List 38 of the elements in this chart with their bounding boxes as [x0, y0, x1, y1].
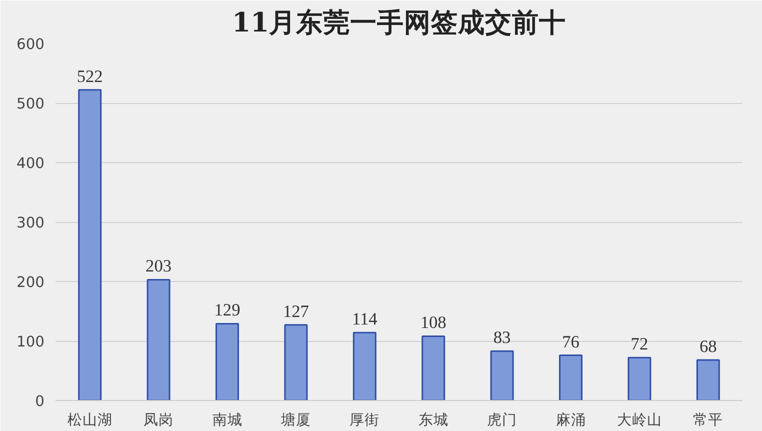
bar: [216, 322, 239, 400]
x-tick-label: 虎门: [487, 412, 518, 428]
y-tick-label: 300: [16, 214, 45, 232]
chart-title: 11月东莞一手网签成交前十: [232, 8, 566, 38]
bar: [352, 332, 376, 400]
y-tick-label: 200: [16, 274, 45, 291]
x-tick-label: 松山湖: [67, 412, 112, 428]
bar: [696, 359, 720, 400]
bar: [146, 278, 170, 400]
x-tick-label: 麻涌: [556, 412, 586, 428]
data-label: 83: [493, 328, 511, 348]
bar: [490, 350, 514, 400]
x-tick-label: 常平: [693, 412, 724, 428]
y-tick-label: 600: [16, 36, 45, 53]
data-label: 108: [420, 313, 446, 332]
y-tick-label: 0: [35, 393, 45, 410]
x-tick-label: 南城: [212, 412, 242, 428]
data-label: 114: [352, 310, 378, 329]
data-label: 72: [630, 334, 648, 354]
y-tick-label: 400: [16, 155, 45, 172]
x-tick-label: 东城: [418, 412, 448, 428]
x-tick-label: 厚街: [350, 412, 380, 428]
bar: [78, 89, 102, 400]
data-label: 68: [699, 337, 717, 356]
bar: [284, 324, 308, 400]
data-label: 203: [146, 256, 172, 276]
data-label: 522: [76, 66, 103, 86]
data-label: 76: [562, 332, 580, 352]
bar: [559, 354, 582, 400]
y-tick-label: 100: [16, 334, 45, 350]
x-tick-label: 凤岗: [144, 412, 174, 428]
data-label: 129: [214, 300, 240, 320]
data-label: 127: [282, 302, 310, 321]
bar: [628, 356, 652, 400]
bar: [422, 335, 446, 400]
x-tick-label: 大岭山: [616, 412, 662, 428]
x-tick-label: 塘厦: [280, 412, 311, 428]
y-tick-label: 500: [16, 96, 45, 112]
